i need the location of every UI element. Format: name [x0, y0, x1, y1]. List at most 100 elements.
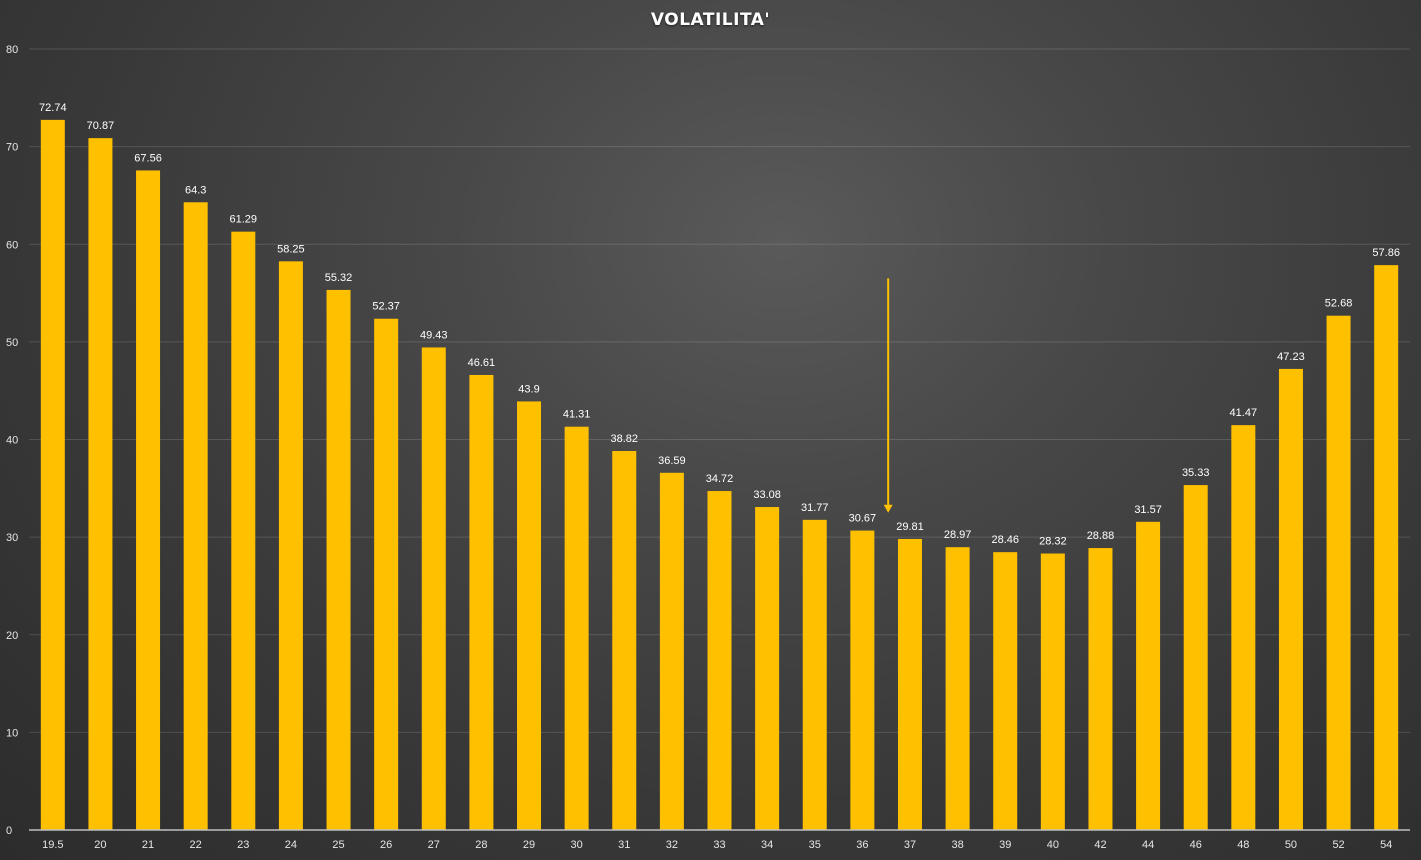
x-tick-label: 36: [856, 839, 868, 851]
data-label: 70.87: [87, 120, 115, 132]
y-tick-label: 80: [6, 44, 18, 56]
bar: [1326, 315, 1351, 830]
x-tick-label: 32: [666, 839, 678, 851]
x-axis: 19.5 20 21 22 23 24 25 26 27 28 29 30 31 32 33 34 35 36 37…: [29, 829, 1410, 851]
data-label: 67.56: [134, 152, 162, 164]
bar: [612, 451, 637, 830]
x-tick-label: 38: [951, 839, 963, 851]
data-label: 28.88: [1087, 530, 1115, 542]
data-label: 49.43: [420, 329, 448, 341]
x-tick-label: 24: [285, 839, 297, 851]
y-tick-label: 10: [6, 727, 18, 739]
bar: [1183, 485, 1208, 830]
data-label: 46.61: [468, 357, 496, 369]
data-label: 33.08: [753, 489, 781, 501]
bars: [40, 119, 1399, 831]
bar: [469, 374, 494, 830]
x-tick-label: 25: [332, 839, 344, 851]
bar: [897, 538, 922, 830]
data-label: 31.77: [801, 502, 829, 514]
y-axis: 0 10 20 30 40 50 60 70 80: [6, 44, 18, 837]
x-tick-label: 20: [94, 839, 106, 851]
bar: [755, 507, 780, 830]
bar: [421, 347, 446, 830]
bar: [1088, 548, 1113, 830]
x-tick-label: 23: [237, 839, 249, 851]
x-tick-label: 22: [190, 839, 202, 851]
y-tick-label: 50: [6, 337, 18, 349]
x-tick-label: 44: [1142, 839, 1154, 851]
data-label: 47.23: [1277, 351, 1305, 363]
y-tick-label: 0: [6, 825, 12, 837]
bar: [231, 231, 256, 830]
data-labels: 72.74 70.87 67.56 64.3 61.29 58.25 55.32 52.37 4…: [39, 102, 1400, 548]
bar: [802, 519, 827, 830]
data-label: 55.32: [325, 272, 353, 284]
data-label: 35.33: [1182, 467, 1210, 479]
bar: [40, 119, 65, 831]
bar: [1278, 368, 1303, 830]
data-label: 61.29: [230, 214, 258, 226]
bar: [278, 261, 303, 831]
bar: [136, 170, 161, 830]
data-label: 58.25: [277, 243, 305, 255]
annotation-arrow-head: [883, 504, 893, 513]
bar: [564, 426, 589, 830]
y-tick-label: 70: [6, 142, 18, 154]
bar: [1374, 265, 1399, 831]
x-tick-label: 29: [523, 839, 535, 851]
data-label: 36.59: [658, 455, 686, 467]
data-label: 38.82: [610, 433, 638, 445]
bar: [850, 530, 875, 830]
bar: [183, 202, 208, 831]
bar: [1136, 521, 1161, 830]
data-label: 31.57: [1134, 504, 1162, 516]
data-label: 28.32: [1039, 536, 1067, 548]
bar: [326, 289, 351, 831]
x-tick-label: 52: [1332, 839, 1344, 851]
x-tick-label: 31: [618, 839, 630, 851]
data-label: 57.86: [1372, 247, 1400, 259]
data-label: 34.72: [706, 473, 734, 485]
bar: [88, 138, 113, 831]
x-tick-label: 48: [1237, 839, 1249, 851]
x-tick-label: 27: [428, 839, 440, 851]
x-tick-label: 28: [475, 839, 487, 851]
bar: [517, 401, 542, 830]
bar: [993, 552, 1018, 830]
y-tick-label: 60: [6, 239, 18, 251]
x-tick-label: 54: [1380, 839, 1392, 851]
x-tick-label: 19.5: [42, 839, 63, 851]
bar: [945, 547, 970, 830]
x-tick-label: 40: [1047, 839, 1059, 851]
x-tick-label: 46: [1190, 839, 1202, 851]
x-tick-label: 39: [999, 839, 1011, 851]
x-tick-label: 37: [904, 839, 916, 851]
bar: [1231, 425, 1256, 830]
data-label: 30.67: [849, 513, 877, 525]
y-tick-label: 20: [6, 630, 18, 642]
bar: [659, 472, 684, 830]
x-tick-label: 34: [761, 839, 773, 851]
x-tick-label: 21: [142, 839, 154, 851]
x-tick-label: 50: [1285, 839, 1297, 851]
data-label: 64.3: [185, 184, 206, 196]
chart-title: VOLATILITA': [650, 10, 771, 30]
data-label: 28.97: [944, 529, 972, 541]
data-label: 72.74: [39, 102, 67, 114]
x-tick-label: 26: [380, 839, 392, 851]
x-tick-label: 33: [713, 839, 725, 851]
data-label: 43.9: [518, 383, 539, 395]
bar: [374, 318, 399, 830]
x-tick-label: 42: [1094, 839, 1106, 851]
data-label: 52.37: [372, 301, 400, 313]
data-label: 28.46: [991, 534, 1019, 546]
y-tick-label: 40: [6, 435, 18, 447]
data-label: 41.47: [1230, 407, 1258, 419]
x-tick-label: 30: [571, 839, 583, 851]
bar: [1040, 553, 1065, 830]
data-label: 41.31: [563, 409, 591, 421]
x-tick-label: 35: [809, 839, 821, 851]
